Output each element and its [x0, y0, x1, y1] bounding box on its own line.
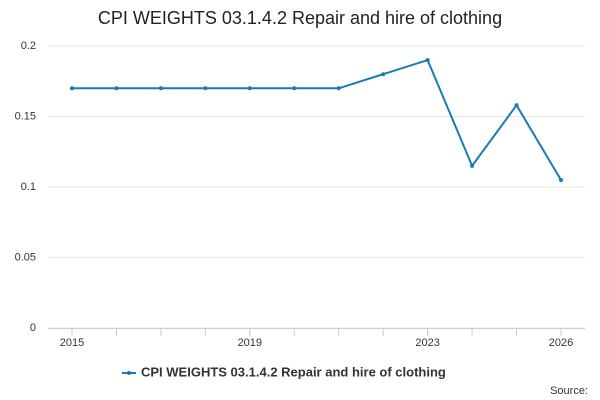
point [514, 103, 519, 108]
point [558, 177, 563, 182]
y-tick-label: 0.2 [21, 40, 36, 52]
point [425, 58, 430, 63]
point [114, 86, 119, 91]
x-tick-label: 2019 [238, 337, 262, 349]
x-tick-label: 2023 [415, 337, 439, 349]
series-line [72, 58, 562, 181]
point [70, 86, 75, 91]
chart-title: CPI WEIGHTS 03.1.4.2 Repair and hire of … [98, 8, 502, 28]
x-tick-label: 2015 [60, 337, 84, 349]
y-tick-label: 0.15 [15, 110, 36, 122]
point [158, 86, 163, 91]
point [336, 86, 341, 91]
point [381, 72, 386, 77]
point [247, 86, 252, 91]
point [470, 163, 475, 168]
point [203, 86, 208, 91]
point [292, 86, 297, 91]
y-tick-label: 0.05 [15, 251, 36, 263]
legend-marker [127, 371, 131, 375]
y-tick-label: 0.1 [21, 181, 36, 193]
source: Source: [550, 385, 588, 397]
y-tick-label: 0 [30, 322, 36, 334]
x-tick-label: 2026 [549, 337, 573, 349]
legend-label: CPI WEIGHTS 03.1.4.2 Repair and hire of … [141, 364, 446, 379]
